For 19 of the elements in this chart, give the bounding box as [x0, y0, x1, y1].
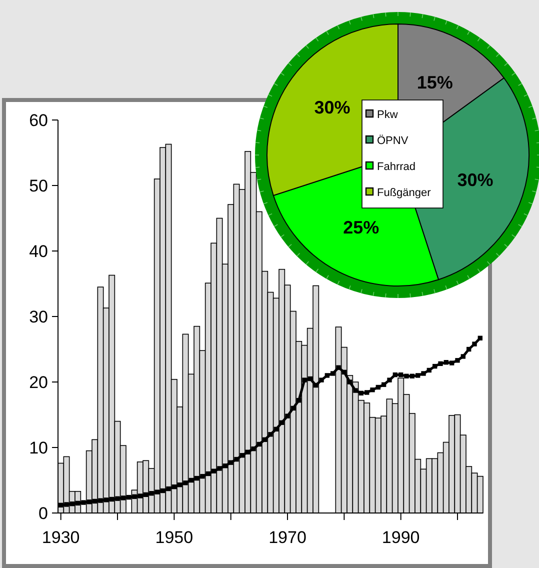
y-tick-label: 0 [38, 504, 48, 523]
y-tick-label: 40 [29, 242, 48, 261]
y-tick-label: 20 [29, 373, 48, 392]
y-tick-label: 30 [29, 308, 48, 326]
x-tick-label: 1930 [42, 528, 80, 547]
y-tick-label: 10 [29, 438, 48, 458]
legend-label: ÖPNV [377, 134, 409, 147]
data-label: 25% [343, 217, 380, 238]
legend-label: Fahrrad [377, 161, 416, 173]
y-tick-label: 50 [29, 176, 48, 196]
x-tick-label: 1970 [268, 528, 306, 547]
data-label: 30% [314, 97, 350, 118]
x-tick-label: 1950 [155, 528, 194, 547]
x-tick-label: 1990 [382, 528, 420, 547]
legend-label: Fußgänger [377, 187, 432, 199]
y-tick-label: 60 [29, 111, 48, 130]
data-label: 30% [457, 170, 494, 190]
legend-label: Pkw [377, 109, 398, 121]
data-label: 15% [416, 72, 453, 93]
